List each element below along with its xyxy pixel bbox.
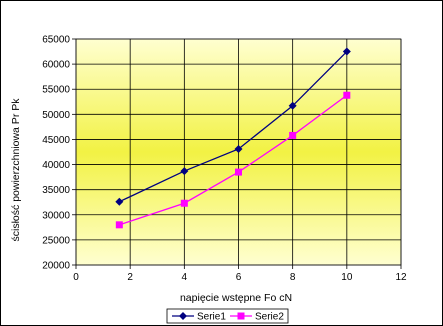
x-tick-label: 12 (395, 272, 407, 283)
data-point-diamond (342, 47, 351, 56)
x-tick-label: 10 (341, 272, 353, 283)
y-tick-label: 30000 (42, 210, 70, 221)
y-tick-label: 40000 (42, 160, 70, 171)
x-tick-label: 4 (182, 272, 188, 283)
data-point-diamond (234, 144, 243, 153)
x-axis-label: napięcie wstępne Fo cN (180, 292, 292, 304)
data-point-square (115, 221, 123, 229)
x-tick-label: 2 (127, 272, 133, 283)
y-tick-label: 20000 (42, 261, 70, 272)
legend: Serie1 Serie2 (166, 308, 289, 324)
y-tick-label: 45000 (42, 135, 70, 146)
data-point-diamond (180, 167, 189, 176)
data-point-square (180, 199, 188, 207)
legend-label: Serie2 (255, 312, 284, 323)
x-tick-label: 0 (73, 272, 79, 283)
legend-label: Serie1 (197, 312, 226, 323)
x-tick-label: 8 (290, 272, 296, 283)
y-tick-label: 50000 (42, 110, 70, 121)
grid-lines (75, 38, 402, 266)
y-axis-ticks: 20000 25000 30000 35000 40000 45000 50000 55000… (42, 35, 76, 272)
x-tick-label: 6 (236, 272, 242, 283)
legend-item-serie1: Serie1 (172, 312, 226, 323)
data-point-diamond (288, 101, 297, 110)
data-point-square (237, 312, 245, 320)
data-point-diamond (179, 312, 187, 320)
x-axis-ticks: 0 2 4 6 8 10 12 (73, 265, 407, 283)
series-group (115, 47, 351, 229)
data-point-square (343, 91, 351, 99)
y-tick-label: 60000 (42, 60, 70, 71)
data-point-square (289, 131, 297, 139)
legend-item-serie2: Serie2 (230, 312, 284, 323)
series-serie2 (115, 91, 351, 229)
y-axis-label: ścisłość powierzchniowa Pr Pk (10, 98, 22, 242)
data-point-square (235, 168, 242, 176)
series-serie1 (115, 47, 351, 206)
data-point-diamond (115, 197, 124, 206)
legend-box (166, 308, 289, 324)
y-tick-label: 25000 (42, 235, 70, 246)
y-tick-label: 65000 (42, 35, 70, 46)
y-tick-label: 55000 (42, 85, 70, 96)
y-tick-label: 35000 (42, 185, 70, 196)
